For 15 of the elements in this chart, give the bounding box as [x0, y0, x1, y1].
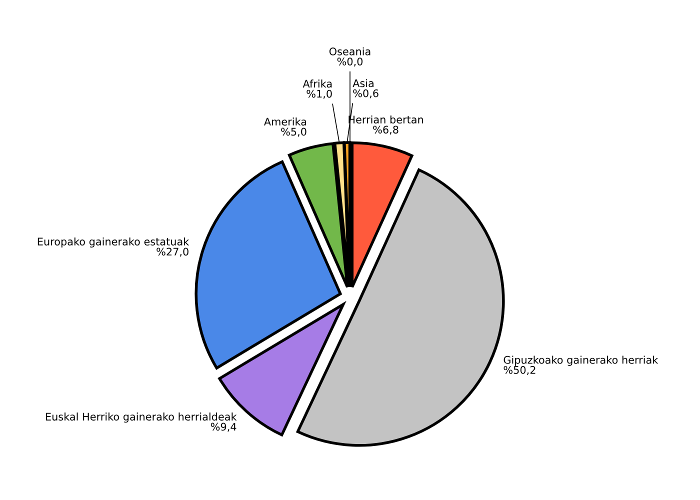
data-label: %50,2: [504, 366, 536, 375]
data-label: %0,6: [353, 89, 378, 98]
category-label: Oseania: [329, 47, 370, 56]
slice-label: Europako gainerako estatuak: [38, 237, 190, 248]
slice-label: Amerika: [264, 118, 306, 126]
slice-label: Euskal Herriko gainerako herrialdeak: [46, 412, 237, 423]
text: %0,0: [337, 58, 363, 67]
data-label: %1,0: [306, 90, 332, 99]
data-label: %5,0: [281, 128, 306, 137]
slice-label: Afrika: [302, 80, 332, 88]
data-label: %9,4: [210, 422, 236, 432]
slice-label: Gipuzkoako gainerako herriak: [504, 356, 658, 366]
data-label: %6,8: [373, 126, 398, 135]
data-label: %27,0: [156, 248, 188, 257]
slice-label: Asia: [352, 79, 374, 88]
